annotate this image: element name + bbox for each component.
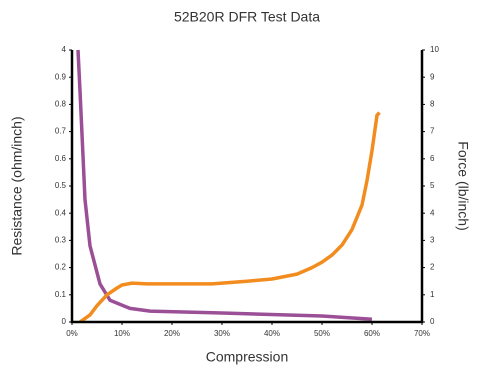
- y2-tick-label: 4: [430, 208, 435, 217]
- series-line: [76, 49, 373, 322]
- y2-tick-label: 7: [430, 127, 435, 136]
- x-tick-label: 60%: [364, 329, 380, 338]
- y-tick-label: 0.8: [55, 100, 67, 109]
- y2-tick-label: 2: [430, 263, 435, 272]
- y-tick-label: 0.2: [55, 263, 67, 272]
- y-tick-label: 4: [62, 45, 67, 54]
- x-tick-label: 50%: [314, 329, 330, 338]
- y-tick-label: 0.3: [55, 236, 67, 245]
- y2-tick-label: 6: [430, 154, 435, 163]
- y-axis-label: Resistance (ohm/inch): [9, 116, 25, 255]
- y2-tick-label: 1: [430, 290, 435, 299]
- x-tick-label: 0%: [66, 329, 78, 338]
- y2-tick-label: 10: [430, 45, 439, 54]
- y2-tick-label: 8: [430, 100, 435, 109]
- y2-tick-label: 0: [430, 317, 435, 326]
- y-tick-label: 0.9: [55, 72, 67, 81]
- series-line: [78, 111, 381, 324]
- y-tick-label: 0.5: [55, 181, 67, 190]
- axis-frame: [70, 50, 424, 324]
- x-axis-label: Compression: [206, 349, 288, 365]
- x-tick-label: 30%: [214, 329, 230, 338]
- y-tick-label: 0: [62, 317, 67, 326]
- y2-axis-label: Force (lb/inch): [455, 141, 471, 230]
- x-tick-label: 70%: [414, 329, 430, 338]
- chart-title: 52B20R DFR Test Data: [174, 9, 320, 25]
- y2-tick-label: 5: [430, 181, 435, 190]
- y-tick-label: 0.7: [55, 127, 67, 136]
- x-tick-label: 20%: [164, 329, 180, 338]
- x-tick-label: 40%: [264, 329, 280, 338]
- y2-tick-label: 3: [430, 236, 435, 245]
- y-tick-label: 0.4: [55, 208, 67, 217]
- x-tick-label: 10%: [114, 329, 130, 338]
- y-tick-label: 0.1: [55, 290, 67, 299]
- y2-tick-label: 9: [430, 72, 435, 81]
- y-tick-label: 0.6: [55, 154, 67, 163]
